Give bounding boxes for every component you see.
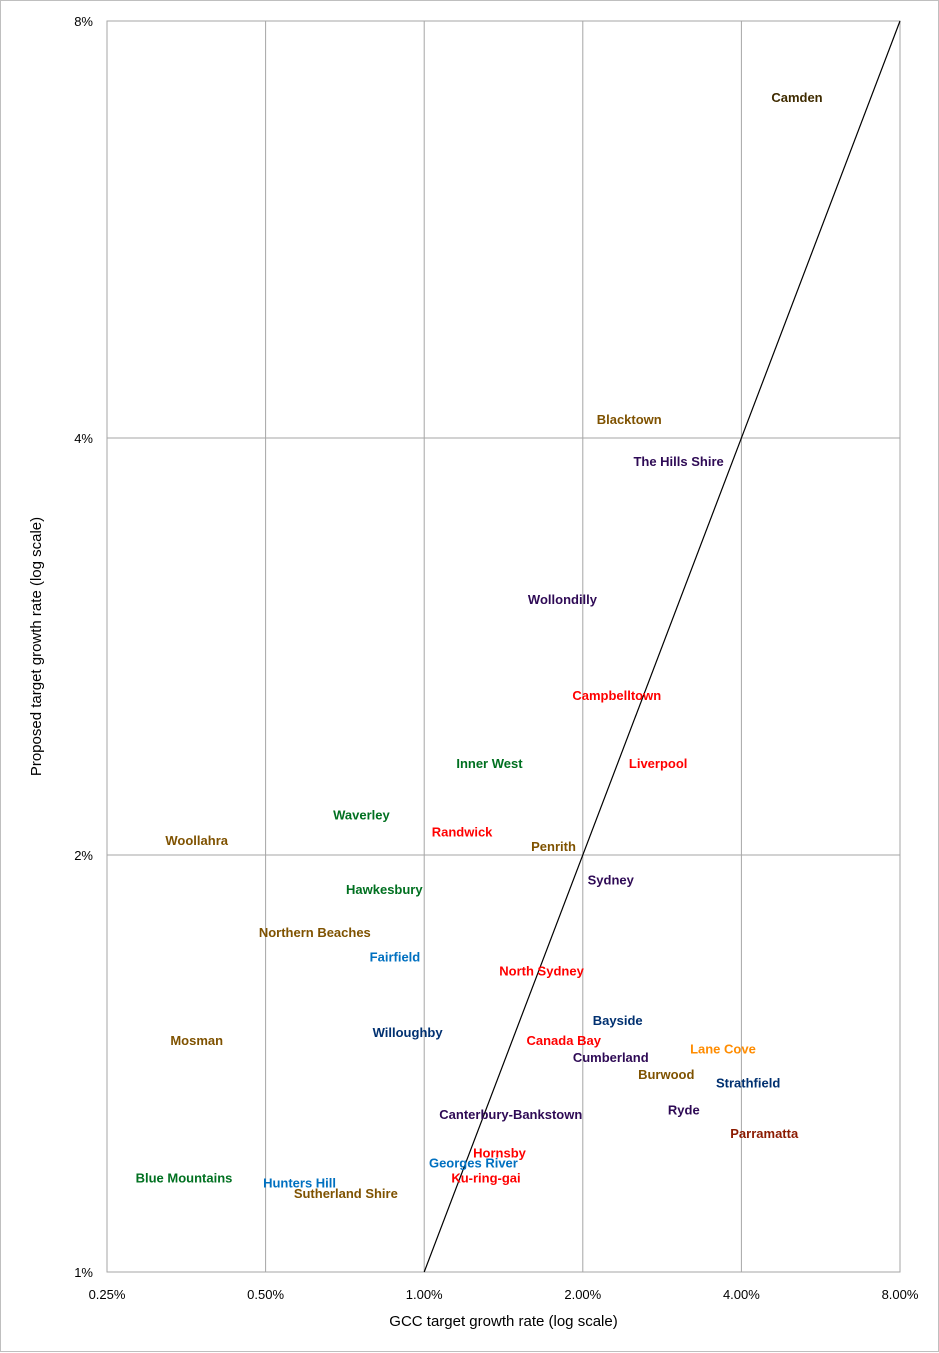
x-tick-label: 0.50% [247,1287,284,1302]
x-tick-label: 8.00% [882,1287,919,1302]
y-tick-label: 8% [74,14,93,29]
data-point-label: Ryde [668,1103,700,1118]
axis-ticks: 0.25% 0.50% 1.00% 2.00% 4.00% 8.00% 1% 2% 4% 8% [74,14,919,1302]
y-axis-title: Proposed target growth rate (log scale) [28,517,45,776]
data-point-label: Penrith [531,839,576,854]
x-tick-label: 1.00% [406,1287,443,1302]
data-point-label: North Sydney [499,964,584,979]
data-point-label: Georges River [429,1155,518,1170]
data-point-label: Sydney [588,873,635,888]
y-tick-label: 4% [74,431,93,446]
x-tick-label: 4.00% [723,1287,760,1302]
reference-line [423,20,901,1273]
data-point-label: Sutherland Shire [294,1186,398,1201]
data-point-label: Burwood [638,1067,694,1082]
data-point-label: Wollondilly [528,592,598,607]
y-tick-label: 1% [74,1265,93,1280]
data-point-label: Canada Bay [527,1033,602,1048]
data-point-label: Woollahra [165,833,228,848]
data-point-label: Strathfield [716,1076,780,1091]
reference-line-layer [423,20,901,1273]
data-point-label: Hawkesbury [346,882,423,897]
data-point-label: Randwick [432,824,493,839]
data-point-label: Canterbury-Bankstown [439,1107,582,1122]
data-point-label: Hunters Hill [263,1176,336,1191]
data-point-label: Liverpool [629,756,688,771]
data-point-label: Ku-ring-gai [451,1171,520,1186]
data-point-label: Cumberland [573,1050,649,1065]
x-tick-label: 2.00% [564,1287,601,1302]
x-tick-label: 0.25% [89,1287,126,1302]
data-point-label: The Hills Shire [633,454,723,469]
data-point-label: Blacktown [597,412,662,427]
data-point-label: Bayside [593,1013,643,1028]
data-labels: Camden Blacktown The Hills Shire Wollondill… [136,90,823,1201]
data-point-label: Lane Cove [690,1041,756,1056]
data-point-label: Campbelltown [572,688,661,703]
x-axis-title: GCC target growth rate (log scale) [389,1313,617,1330]
data-point-label: Northern Beaches [259,925,371,940]
data-point-label: Blue Mountains [136,1171,233,1186]
y-tick-label: 2% [74,848,93,863]
gridlines [106,20,901,1273]
plot-area [106,20,901,1273]
data-point-label: Willoughby [373,1025,444,1040]
data-point-label: Mosman [170,1033,223,1048]
data-point-label: Camden [771,90,822,105]
data-point-label: Fairfield [370,949,421,964]
data-point-label: Hornsby [473,1145,527,1160]
data-point-label: Waverley [333,807,390,822]
data-point-label: Parramatta [730,1126,799,1141]
data-point-label: Inner West [456,756,523,771]
